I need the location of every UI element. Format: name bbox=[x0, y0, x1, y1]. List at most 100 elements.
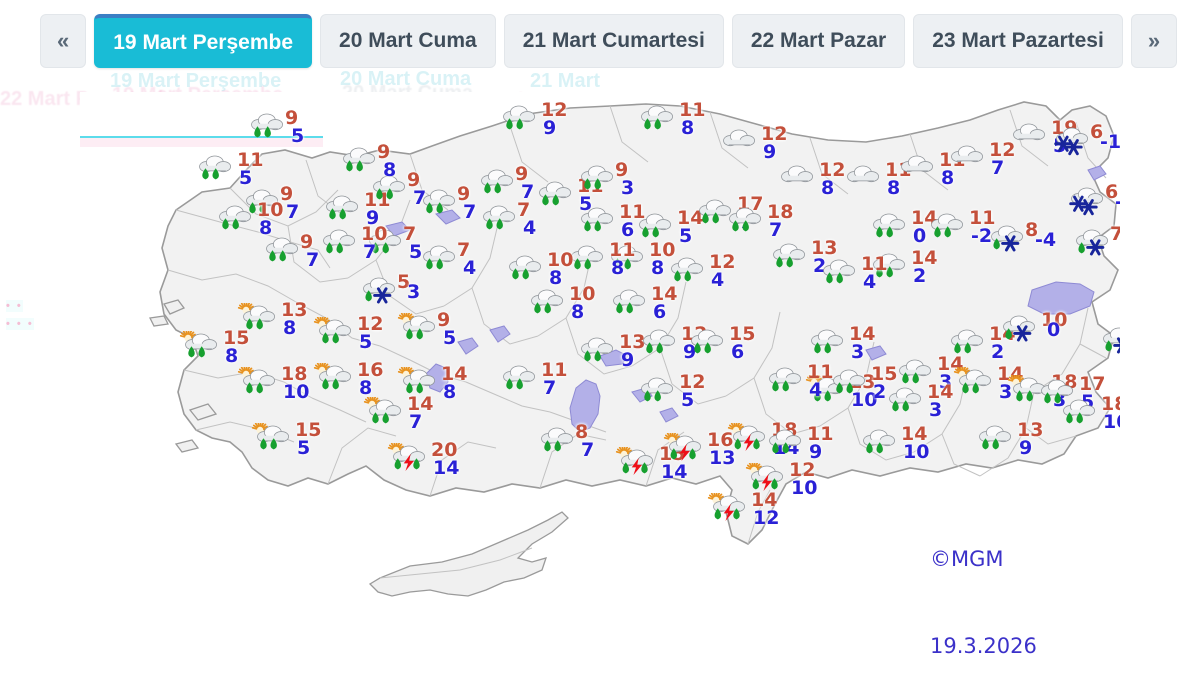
weather-station[interactable]: 12 4 bbox=[663, 251, 737, 291]
weather-station[interactable]: 11 7 bbox=[495, 359, 569, 399]
weather-map-panel[interactable]: .land{fill:#f2f2f2;stroke:#9a9a9a;stroke… bbox=[80, 92, 1120, 662]
weather-station[interactable]: 15 2 bbox=[825, 363, 899, 403]
weather-station[interactable]: 14 3 bbox=[803, 323, 877, 363]
weather-station[interactable]: 10 8 bbox=[523, 283, 597, 323]
weather-station[interactable]: 12 5 bbox=[311, 313, 385, 353]
tab-day-2[interactable]: 21 Mart Cumartesi bbox=[503, 14, 724, 68]
weather-station[interactable]: 10 8 bbox=[603, 239, 677, 279]
weather-station[interactable]: 7-8 bbox=[1068, 223, 1120, 263]
station-min-temp: 6 bbox=[621, 219, 635, 241]
weather-station[interactable]: 15 6 bbox=[683, 323, 757, 363]
tab-day-3[interactable]: 22 Mart Pazar bbox=[731, 14, 906, 68]
tab-prev-arrow[interactable]: « bbox=[40, 14, 87, 68]
weather-station[interactable]: 10 8 bbox=[501, 249, 575, 289]
weather-station[interactable]: 14 3 bbox=[881, 381, 955, 421]
station-min-temp: 3 bbox=[929, 399, 943, 421]
weather-station[interactable]: 6-11 bbox=[1048, 121, 1120, 161]
weather-station[interactable]: 13 8 bbox=[235, 299, 309, 339]
weather-station[interactable]: 14 3 bbox=[951, 363, 1025, 403]
weather-station[interactable]: 14 7 bbox=[361, 393, 435, 433]
station-Aksaray: 13 9 bbox=[573, 331, 647, 371]
weather-station[interactable]: 20 14 bbox=[385, 439, 459, 479]
weather-station[interactable]: 11 9 bbox=[761, 423, 835, 463]
station-max-temp: 18 bbox=[767, 201, 794, 223]
station-min-temp: 10 bbox=[1103, 411, 1120, 433]
map-copyright: ©MGM 19.3.2026 Perşembe 00:00-24:00TSİ bbox=[930, 487, 1091, 662]
tab-day-0[interactable]: 19 Mart Perşembe bbox=[94, 14, 313, 68]
weather-station[interactable]: 12 10 bbox=[743, 459, 817, 499]
weather-station[interactable]: 12 7 bbox=[943, 139, 1017, 179]
station-max-temp: 11 bbox=[364, 189, 391, 211]
weather-station[interactable]: 8 -4 bbox=[983, 219, 1057, 259]
weather-station[interactable]: 12 9 bbox=[715, 123, 789, 163]
weather-station[interactable]: 13 9 bbox=[573, 331, 647, 371]
weather-station[interactable]: 12 9 bbox=[495, 99, 569, 139]
weather-station[interactable]: 12 8 bbox=[773, 159, 847, 199]
weather-station[interactable]: 14 6 bbox=[605, 283, 679, 323]
station-Çankırı: 11 6 bbox=[573, 201, 647, 241]
station-min-temp: 5 bbox=[443, 327, 457, 349]
weather-station[interactable]: 10 7 bbox=[315, 223, 389, 263]
weather-station[interactable]: 14 2 bbox=[865, 247, 939, 287]
station-max-temp: 13 bbox=[619, 331, 646, 353]
station-min-temp: 8 bbox=[611, 257, 625, 279]
weather-station[interactable]: 14 10 bbox=[855, 423, 929, 463]
weather-station[interactable]: 11 6 bbox=[573, 201, 647, 241]
station-Sinop: 11 8 bbox=[633, 99, 707, 139]
station-max-temp: 13 bbox=[281, 299, 308, 321]
weather-station[interactable]: 16 8 bbox=[311, 359, 385, 399]
weather-station[interactable]: 14 0 bbox=[865, 207, 939, 247]
weather-station[interactable]: 15 5 bbox=[249, 419, 323, 459]
station-min-temp: 5 bbox=[681, 389, 695, 411]
tab-next-arrow[interactable]: » bbox=[1130, 14, 1178, 68]
weather-station[interactable]: 6-5 bbox=[1063, 181, 1120, 221]
station-Erzincan: 14 2 bbox=[865, 247, 939, 287]
weather-station[interactable]: 13 9 bbox=[971, 419, 1045, 459]
weather-station[interactable]: 8-1 bbox=[1095, 323, 1120, 361]
station-Adıyaman: 14 10 bbox=[855, 423, 929, 463]
weather-station[interactable]: 11 4 bbox=[761, 361, 835, 401]
weather-station[interactable]: 14 12 bbox=[705, 489, 779, 529]
weather-station[interactable]: 11 8 bbox=[633, 99, 707, 139]
weather-station[interactable]: 17 5 bbox=[1033, 373, 1107, 413]
station-min-temp: 8 bbox=[359, 377, 373, 399]
tab-day-1[interactable]: 20 Mart Cuma bbox=[320, 14, 496, 68]
weather-station[interactable]: 16 13 bbox=[661, 429, 735, 469]
station-Manisa: 12 5 bbox=[311, 313, 385, 353]
weather-station[interactable]: 10 0 bbox=[995, 309, 1069, 349]
weather-station[interactable]: 11 8 bbox=[563, 239, 637, 279]
weather-station[interactable]: 12 5 bbox=[633, 371, 707, 411]
weather-station[interactable]: 11 -2 bbox=[923, 207, 997, 247]
weather-station[interactable]: 14 5 bbox=[631, 207, 705, 247]
station-max-temp: 9 bbox=[285, 107, 299, 129]
weather-station[interactable]: 11 9 bbox=[318, 189, 392, 229]
station-max-temp: 9 bbox=[615, 159, 629, 181]
station-max-temp: 11 bbox=[237, 149, 264, 171]
tab-day-4[interactable]: 23 Mart Pazartesi bbox=[913, 14, 1123, 68]
weather-station[interactable]: 13 2 bbox=[765, 237, 839, 277]
weather-station[interactable]: 14 8 bbox=[395, 363, 469, 403]
weather-station[interactable]: 11 4 bbox=[815, 253, 889, 293]
station-min-temp: 9 bbox=[366, 207, 380, 229]
weather-station[interactable]: 18 7 bbox=[721, 201, 795, 241]
weather-station[interactable]: 15 8 bbox=[177, 327, 251, 367]
weather-station[interactable]: 10 8 bbox=[211, 199, 285, 239]
weather-station[interactable]: 11 8 bbox=[893, 149, 967, 189]
